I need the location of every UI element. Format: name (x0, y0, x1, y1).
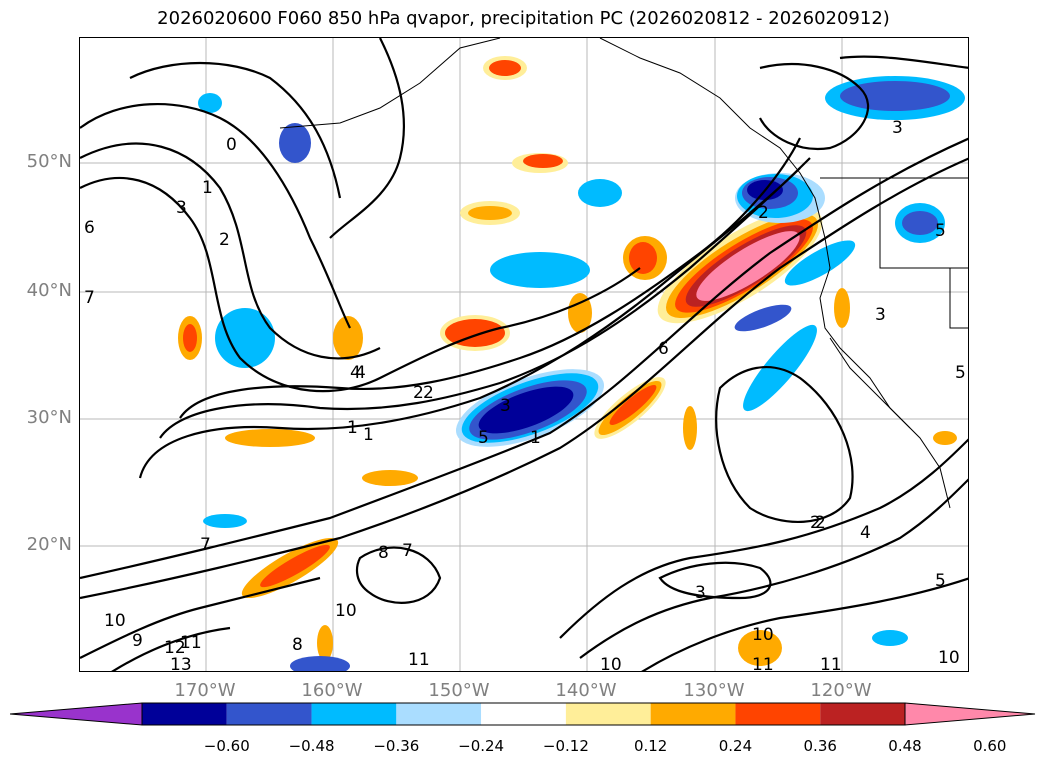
colorbar-cell (481, 703, 566, 725)
contour-label: 4 (355, 363, 366, 383)
contour-label: 3 (500, 396, 511, 416)
contour-label: 6 (658, 339, 669, 359)
lat-label-40n: 40°N (26, 280, 72, 301)
contour-label: 10 (600, 655, 622, 672)
map-title: 2026020600 F060 850 hPa qvapor, precipit… (157, 8, 890, 29)
colorbar-tick-label: −0.24 (458, 737, 505, 755)
colorbar-tick-label: 0.24 (718, 737, 753, 755)
contour-label: 11 (752, 655, 774, 672)
contour-label: 11 (180, 633, 202, 653)
contour-labels: 0 1 3 2 6 7 4 2 2 1 3 5 1 6 2 3 4 3 2 4 … (84, 118, 966, 672)
contour-label: 1 (530, 428, 541, 448)
contour-label: 11 (408, 650, 430, 670)
contour-label: 5 (935, 221, 946, 241)
contour-label: 1 (347, 418, 358, 438)
contour-label: 9 (132, 631, 143, 651)
contour-label: 5 (935, 571, 946, 591)
contour-label: 2 (413, 383, 424, 403)
colorbar-tick-label: 0.48 (888, 737, 922, 755)
colorbar-tick-label: 0.60 (973, 737, 1007, 755)
contour-label: 12 (164, 638, 186, 658)
contour-label: 2 (219, 230, 230, 250)
contour-label: 1 (363, 425, 374, 445)
contour-label: 8 (378, 543, 389, 563)
contour-label: 6 (84, 218, 95, 238)
colorbar-cell (565, 703, 651, 725)
contour-label: 2 (810, 513, 821, 533)
contour-label: 10 (752, 625, 774, 645)
qvapor-shading (178, 56, 965, 671)
lat-label-30n: 30°N (26, 407, 72, 428)
contour-label: 4 (860, 523, 871, 543)
contour-label: 0 (226, 135, 237, 155)
map-panel[interactable]: 0 1 3 2 6 7 4 2 2 1 3 5 1 6 2 3 4 3 2 4 … (79, 37, 969, 672)
contour-label: 2 (423, 383, 434, 403)
colorbar-extend-low (10, 702, 143, 726)
lon-label-160w: 160°W (301, 680, 363, 701)
colorbar-cell (226, 703, 312, 725)
contour-label: 4 (350, 363, 361, 383)
lat-label-50n: 50°N (26, 151, 72, 172)
contour-label: 13 (170, 655, 192, 672)
colorbar-tick-label: 0.12 (633, 737, 668, 755)
contour-label: 11 (820, 655, 842, 672)
contour-label: 2 (815, 513, 826, 533)
lon-label-140w: 140°W (555, 680, 617, 701)
colorbar-extend-high (904, 702, 1036, 726)
graticule (80, 38, 968, 671)
contour-label: 5 (955, 363, 966, 383)
contour-label: 2 (758, 203, 769, 223)
contour-label: 3 (176, 198, 187, 218)
lon-label-120w: 120°W (810, 680, 872, 701)
contour-label: 1 (202, 178, 213, 198)
colorbar-outline (141, 702, 906, 726)
lon-label-130w: 130°W (683, 680, 745, 701)
colorbar-cell (820, 703, 905, 725)
lon-label-150w: 150°W (428, 680, 490, 701)
contour-label: 10 (335, 601, 357, 621)
colorbar-cell (142, 703, 227, 725)
contour-label: 3 (892, 118, 903, 138)
colorbar-tick-label: 0.36 (803, 737, 837, 755)
contour-label: 10 (938, 648, 960, 668)
contour-label: 3 (875, 305, 886, 325)
colorbar-tick-label: −0.36 (373, 737, 420, 755)
colorbar-cells (10, 702, 1036, 726)
colorbar-tick-label: −0.60 (203, 737, 250, 755)
colorbar (10, 702, 1036, 726)
colorbar-tick-label: −0.12 (542, 737, 589, 755)
contour-label: 3 (695, 583, 706, 603)
contour-label: 8 (292, 635, 303, 655)
map-graphic: 0 1 3 2 6 7 4 2 2 1 3 5 1 6 2 3 4 3 2 4 … (80, 38, 968, 672)
contours (80, 38, 968, 671)
colorbar-cell (311, 703, 397, 725)
lon-label-170w: 170°W (174, 680, 236, 701)
colorbar-tick-label: −0.48 (288, 737, 335, 755)
contour-label: 5 (478, 428, 489, 448)
contour-label: 7 (402, 541, 413, 561)
colorbar-cell (735, 703, 821, 725)
contour-label: 7 (84, 288, 95, 308)
lat-label-20n: 20°N (26, 534, 72, 555)
colorbar-cell (396, 703, 482, 725)
contour-label: 10 (104, 611, 126, 631)
contour-label: 7 (200, 535, 211, 555)
colorbar-cell (650, 703, 736, 725)
